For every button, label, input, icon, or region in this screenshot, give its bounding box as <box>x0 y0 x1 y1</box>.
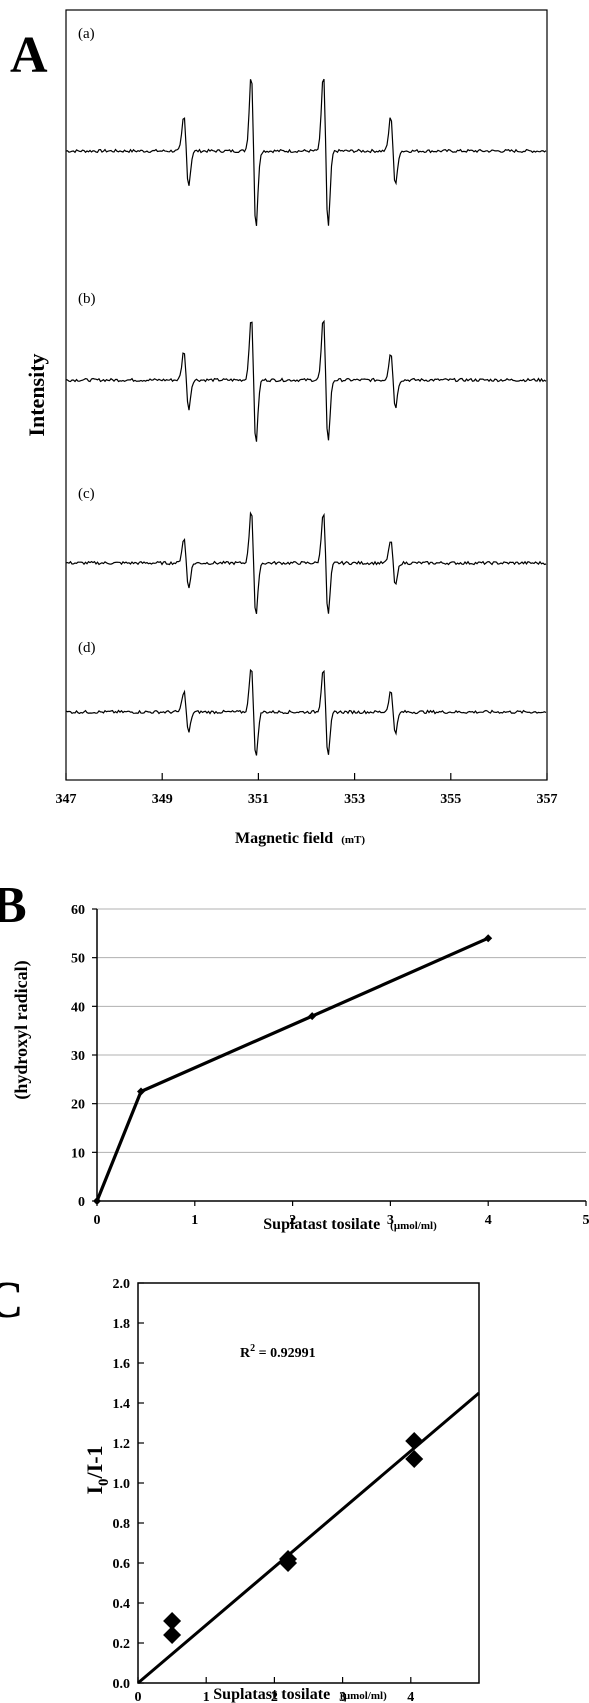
a-xtick-label: 353 <box>344 792 365 807</box>
b-series-line <box>95 936 489 1202</box>
trace-label-b: (b) <box>78 291 96 307</box>
r2-value: = 0.92991 <box>255 1346 315 1361</box>
b-xtick-label: 2 <box>289 1213 296 1228</box>
b-ytick-label: 30 <box>71 1049 85 1064</box>
panel-b-x-axis-label: Suplatast tosilate <box>263 1216 380 1233</box>
c-xtick-label: 4 <box>407 1690 414 1703</box>
a-xtick-label: 349 <box>152 792 173 807</box>
c-ytick-label: 1.2 <box>113 1437 131 1452</box>
trace-label-c: (c) <box>78 486 95 502</box>
c-ytick-label: 1.4 <box>113 1397 131 1412</box>
c-ytick-label: 0.8 <box>113 1517 131 1532</box>
panel-letter-b: B <box>0 877 27 934</box>
b-ytick-label: 0 <box>78 1195 85 1210</box>
panel-a: (a) (b) (c) (d) 347 349 351 353 355 357 Intensit… <box>24 9 558 847</box>
panel-c-x-axis-title: Suplatast tosilate (μmol/ml) <box>213 1686 387 1703</box>
c-ylab-rest: /I-1 <box>82 1445 107 1479</box>
c-ytick-label: 0.4 <box>113 1597 131 1612</box>
b-data-point <box>484 934 493 943</box>
a-xtick-label: 355 <box>440 792 461 807</box>
c-ytick-label: 0.6 <box>113 1557 131 1572</box>
panel-c-y-axis-label: I0/I-1 <box>82 1445 112 1494</box>
b-ytick-label: 50 <box>71 952 85 967</box>
panel-c: 0.0 0.2 0.4 0.6 0.8 1.0 1.2 1.4 1.6 1.8 2.0 0 1 2 3 4 R… <box>82 1277 480 1703</box>
panel-c-x-axis-label: Suplatast tosilate <box>213 1686 330 1703</box>
b-xtick-label: 0 <box>94 1213 101 1228</box>
panel-letter-a: A <box>10 27 48 84</box>
b-xtick-label: 4 <box>485 1213 492 1228</box>
a-xtick-label: 357 <box>537 792 558 807</box>
c-ylab-i: I <box>82 1486 107 1495</box>
c-xtick-label: 0 <box>135 1690 142 1703</box>
c-ytick-label: 0.0 <box>113 1677 131 1692</box>
trace-label-a: (a) <box>78 26 95 42</box>
c-data-point <box>279 1554 298 1572</box>
b-ytick-label: 40 <box>71 1000 85 1015</box>
panel-a-x-axis-unit: (mT) <box>341 834 365 846</box>
c-data-point <box>163 1626 182 1644</box>
panel-b-x-axis-title: Suplatast tosilate (μmol/ml) <box>263 1216 437 1233</box>
trace-c <box>65 511 547 614</box>
b-xtick-label: 1 <box>191 1213 198 1228</box>
c-data-point <box>405 1450 424 1468</box>
panel-b: 0 10 20 30 40 50 60 0 1 2 3 4 5 (hydroxyl radical) S… <box>11 903 589 1233</box>
panel-c-r-squared: R2 = 0.92991 <box>240 1343 316 1361</box>
panel-a-frame <box>65 9 548 781</box>
panel-c-x-axis-unit: (μmol/ml) <box>340 1690 387 1702</box>
trace-a <box>65 78 547 226</box>
r2-sup: 2 <box>250 1343 255 1354</box>
c-ytick-label: 2.0 <box>113 1277 131 1292</box>
c-data-point <box>163 1612 182 1630</box>
c-fit-line <box>137 1391 480 1685</box>
a-xtick-label: 351 <box>248 792 269 807</box>
b-ytick-label: 20 <box>71 1098 85 1113</box>
c-ytick-label: 1.0 <box>113 1477 131 1492</box>
c-xtick-label: 2 <box>271 1690 278 1703</box>
trace-b <box>65 319 547 442</box>
b-xtick-label: 3 <box>387 1213 394 1228</box>
b-data-point <box>137 1087 146 1096</box>
b-ytick-label: 60 <box>71 903 85 918</box>
r2-r: R <box>240 1346 251 1361</box>
c-xtick-label: 1 <box>203 1690 210 1703</box>
b-data-point <box>308 1012 317 1021</box>
c-ytick-label: 1.6 <box>113 1357 131 1372</box>
b-xtick-label: 5 <box>583 1213 589 1228</box>
c-xtick-label: 3 <box>339 1690 346 1703</box>
b-ytick-label: 10 <box>71 1146 85 1161</box>
c-data-point <box>405 1432 424 1450</box>
c-ytick-label: 0.2 <box>113 1637 131 1652</box>
panel-a-x-axis-title: Magnetic field (mT) <box>235 830 365 847</box>
panel-b-x-axis-unit: (μmol/ml) <box>390 1220 437 1232</box>
c-ytick-label: 1.8 <box>113 1317 131 1332</box>
trace-d <box>65 668 547 756</box>
a-xtick-label: 347 <box>56 792 77 807</box>
trace-label-d: (d) <box>78 640 96 656</box>
panel-letter-c: C <box>0 1272 24 1329</box>
panel-a-x-axis-label: Magnetic field <box>235 830 333 847</box>
panel-c-frame <box>137 1282 480 1684</box>
c-ylab-sub: 0 <box>96 1478 112 1486</box>
panel-a-y-axis-label: Intensity <box>24 353 49 436</box>
panel-b-y-axis-label: (hydroxyl radical) <box>11 960 32 1099</box>
